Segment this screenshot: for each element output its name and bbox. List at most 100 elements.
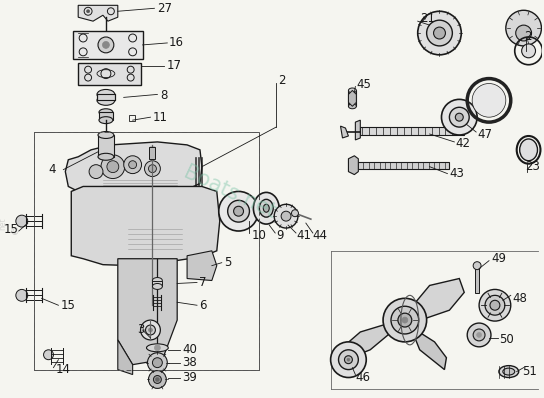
Circle shape	[233, 206, 244, 216]
Polygon shape	[73, 31, 143, 59]
Polygon shape	[348, 156, 358, 175]
Circle shape	[442, 100, 477, 135]
Circle shape	[101, 155, 125, 179]
Polygon shape	[118, 340, 133, 375]
Text: 17: 17	[166, 59, 181, 72]
Text: 27: 27	[157, 2, 172, 15]
Text: 2: 2	[278, 74, 286, 87]
Text: 9: 9	[276, 230, 283, 242]
Text: 4: 4	[48, 163, 56, 176]
Bar	[98, 135, 114, 157]
Text: 15: 15	[4, 222, 19, 236]
Circle shape	[398, 313, 412, 327]
Circle shape	[479, 289, 511, 321]
Bar	[97, 94, 115, 100]
Circle shape	[281, 211, 291, 221]
Circle shape	[149, 165, 156, 173]
Bar	[360, 127, 464, 135]
Circle shape	[391, 306, 419, 334]
Circle shape	[219, 191, 258, 231]
Text: 2: 2	[524, 31, 531, 43]
Text: 39: 39	[182, 371, 197, 384]
Ellipse shape	[98, 153, 114, 160]
Bar	[348, 90, 356, 106]
Text: 3: 3	[138, 324, 145, 336]
Circle shape	[347, 358, 350, 361]
Circle shape	[473, 329, 485, 341]
Text: Boats.net: Boats.net	[181, 162, 280, 222]
Bar	[350, 162, 449, 169]
Circle shape	[402, 317, 408, 323]
Circle shape	[89, 165, 103, 179]
Ellipse shape	[152, 277, 162, 283]
Ellipse shape	[503, 368, 515, 375]
Polygon shape	[78, 63, 140, 84]
Text: 21: 21	[420, 12, 435, 25]
Circle shape	[434, 27, 446, 39]
Polygon shape	[348, 90, 356, 106]
Bar	[99, 112, 113, 120]
Text: 49: 49	[491, 252, 506, 265]
Circle shape	[149, 328, 152, 332]
Circle shape	[149, 371, 166, 388]
Bar	[129, 115, 134, 121]
Circle shape	[477, 332, 481, 338]
Text: 5: 5	[224, 256, 231, 269]
Text: 46: 46	[355, 371, 370, 384]
Text: 44: 44	[313, 230, 328, 242]
Circle shape	[102, 41, 109, 49]
Circle shape	[426, 20, 453, 46]
Ellipse shape	[97, 90, 115, 100]
Polygon shape	[400, 279, 464, 322]
Polygon shape	[78, 5, 118, 21]
Circle shape	[485, 295, 505, 315]
Ellipse shape	[152, 283, 162, 289]
Ellipse shape	[99, 109, 113, 116]
Text: 48: 48	[513, 292, 528, 305]
Ellipse shape	[520, 139, 537, 161]
Polygon shape	[410, 325, 447, 370]
Text: 51: 51	[522, 365, 536, 378]
Text: 42: 42	[455, 137, 471, 150]
Text: 10: 10	[251, 230, 267, 242]
Ellipse shape	[146, 344, 168, 352]
Circle shape	[521, 142, 536, 158]
Polygon shape	[71, 187, 220, 265]
Polygon shape	[345, 322, 405, 360]
Ellipse shape	[97, 96, 115, 105]
Circle shape	[473, 262, 481, 269]
Circle shape	[467, 323, 491, 347]
Circle shape	[449, 107, 469, 127]
Text: 43: 43	[449, 167, 464, 180]
Polygon shape	[341, 126, 348, 138]
Circle shape	[107, 161, 119, 173]
Circle shape	[123, 156, 141, 174]
Bar	[475, 264, 479, 293]
Text: 38: 38	[182, 356, 197, 369]
Circle shape	[156, 378, 159, 381]
Circle shape	[145, 161, 160, 177]
Bar	[150, 147, 156, 159]
Circle shape	[490, 300, 500, 310]
Circle shape	[44, 350, 53, 360]
Bar	[34, 132, 259, 370]
Circle shape	[16, 289, 28, 301]
Ellipse shape	[99, 117, 113, 124]
Ellipse shape	[499, 366, 518, 378]
Circle shape	[16, 215, 28, 227]
Circle shape	[154, 345, 160, 351]
Circle shape	[344, 356, 353, 364]
Ellipse shape	[348, 104, 356, 109]
Ellipse shape	[259, 199, 273, 217]
Circle shape	[338, 350, 358, 370]
Ellipse shape	[263, 204, 269, 212]
Text: 50: 50	[499, 334, 514, 346]
Ellipse shape	[348, 88, 356, 93]
Ellipse shape	[98, 131, 114, 139]
Text: 7: 7	[199, 276, 207, 289]
Ellipse shape	[254, 192, 279, 224]
Text: 14: 14	[55, 363, 70, 376]
Circle shape	[455, 113, 463, 121]
Text: ©: ©	[9, 227, 19, 237]
Text: 16: 16	[168, 37, 183, 49]
